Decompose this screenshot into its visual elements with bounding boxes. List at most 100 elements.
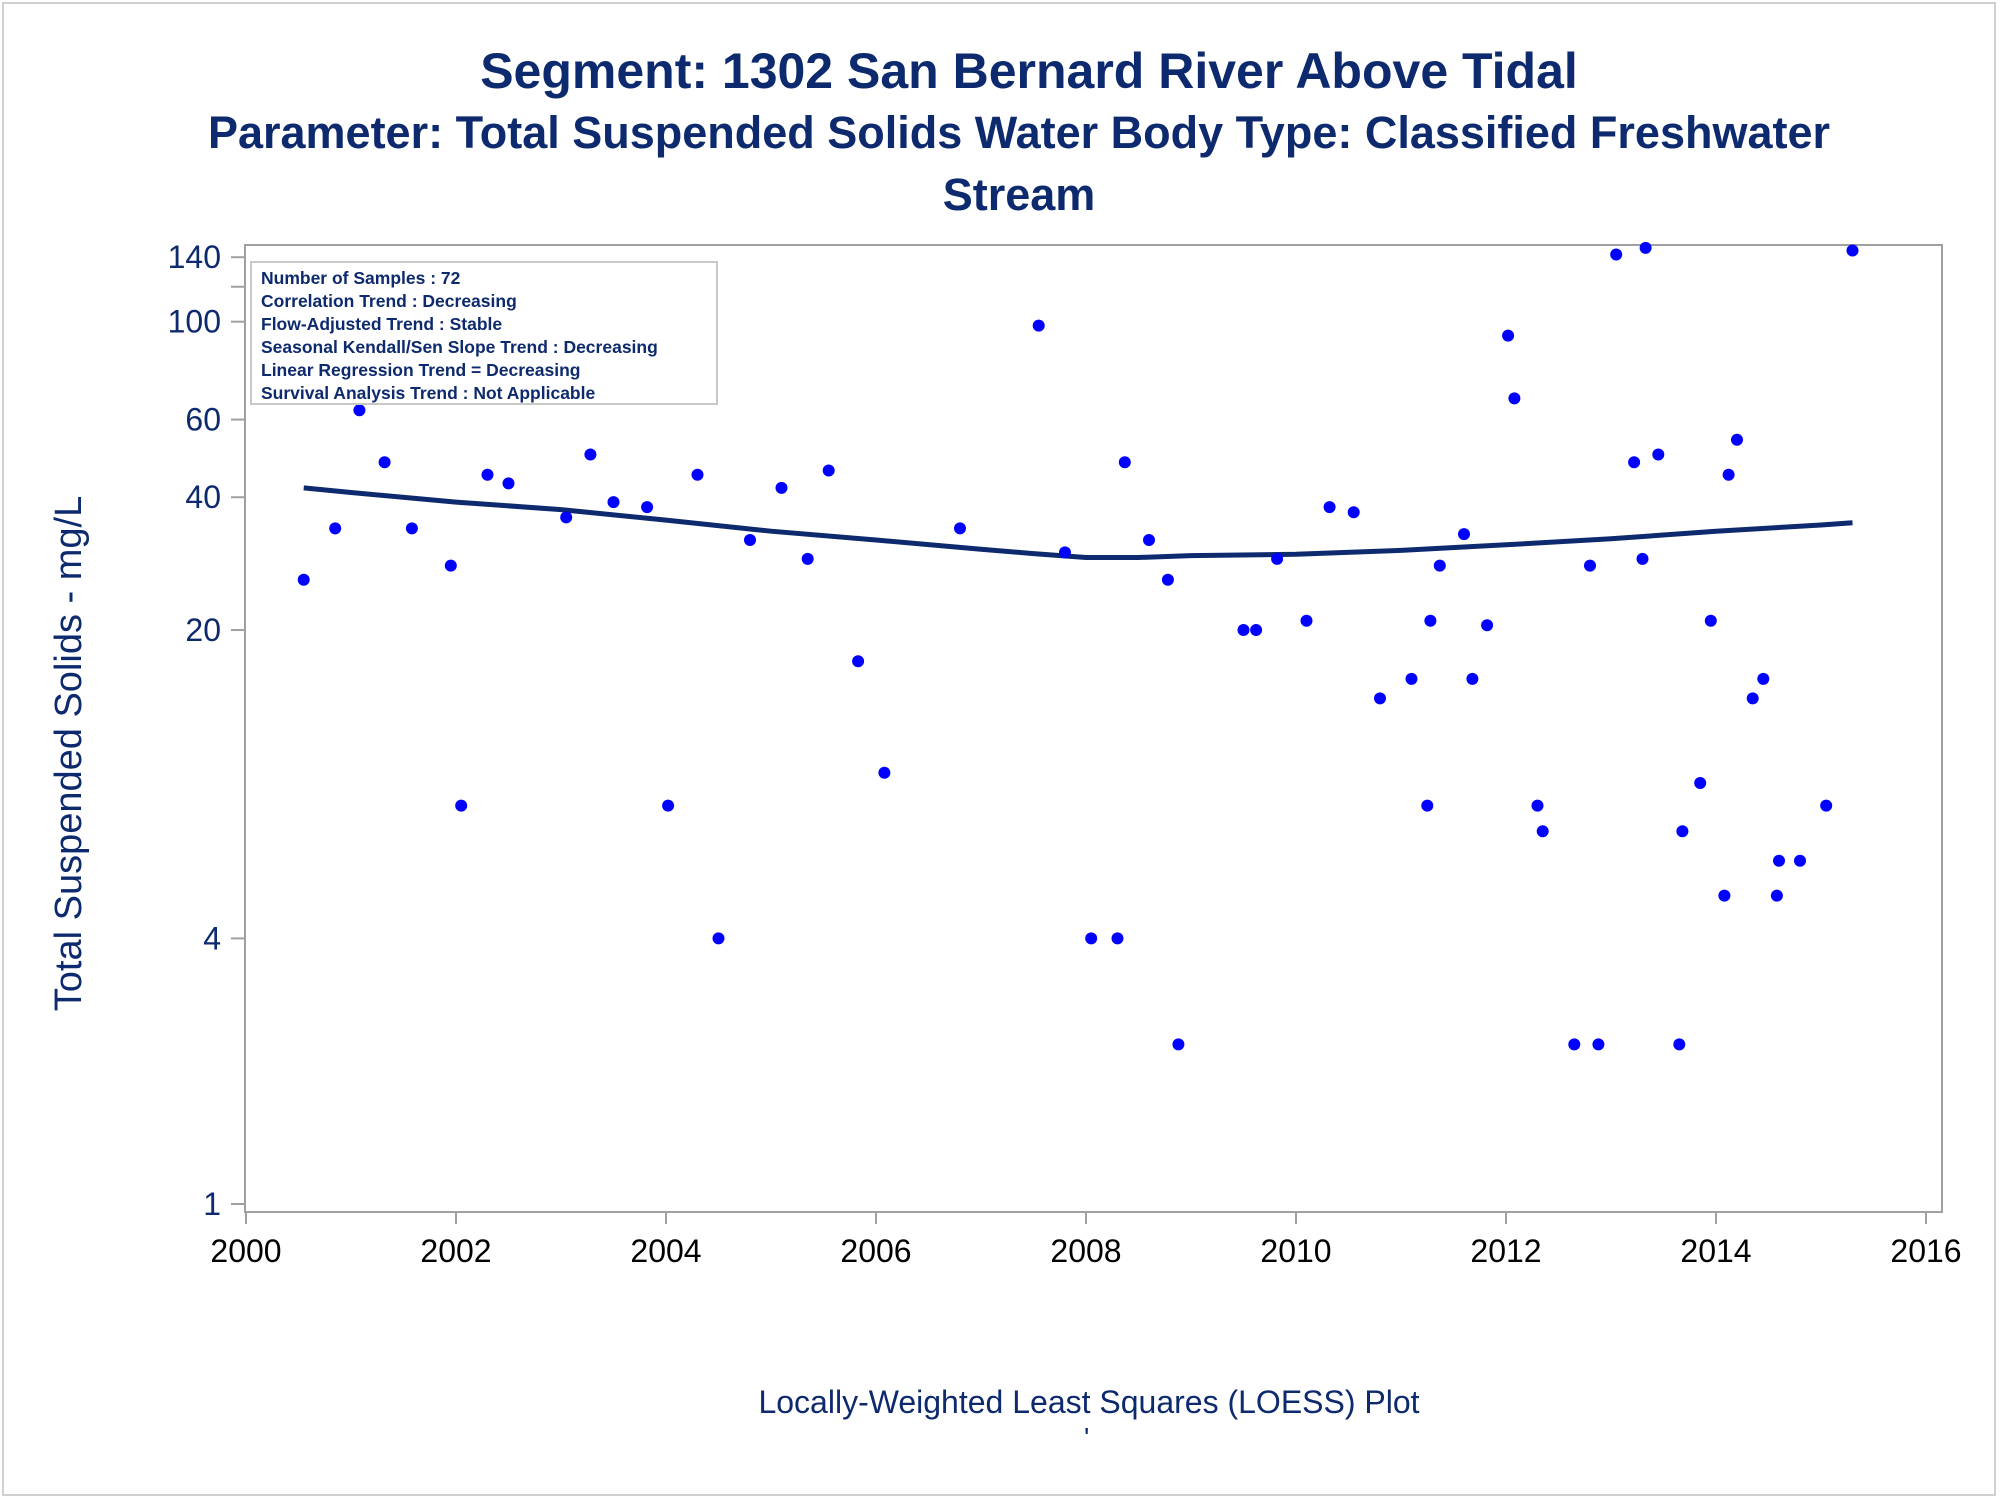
data-point: [1405, 672, 1418, 685]
data-point: [405, 522, 418, 535]
data-point: [1111, 932, 1124, 945]
data-point: [744, 534, 756, 546]
data-point: [1757, 672, 1770, 685]
stats-line: Survival Analysis Trend : Not Applicable: [261, 383, 595, 403]
data-point: [1466, 672, 1479, 685]
data-point: [1481, 619, 1494, 632]
data-point: [1636, 552, 1649, 565]
data-point: [584, 448, 597, 461]
data-point: [954, 522, 966, 535]
data-point: [1323, 501, 1336, 514]
data-point: [1085, 932, 1098, 945]
loess-line-layer: [303, 485, 1853, 560]
data-point: [560, 511, 573, 524]
data-point: [1673, 1038, 1686, 1051]
data-point: [1592, 1038, 1605, 1051]
x-tick-label: 2010: [1260, 1233, 1331, 1269]
axes: 2000 2002 2004 2006 2008 2010 2012 2014 2016 1 4 20…: [48, 239, 1962, 1269]
stats-line: Flow-Adjusted Trend : Stable: [261, 314, 502, 334]
stats-line: Linear Regression Trend = Decreasing: [261, 360, 581, 380]
data-point: [1770, 889, 1783, 902]
data-point: [1374, 692, 1386, 705]
data-point: [1118, 456, 1131, 469]
data-point: [1536, 825, 1549, 838]
data-point: [1347, 506, 1360, 519]
data-point: [1628, 456, 1641, 469]
data-point: [1846, 244, 1859, 257]
data-point: [878, 766, 891, 779]
data-point: [691, 468, 704, 481]
data-point: [1421, 799, 1434, 812]
y-tick-label: 100: [168, 304, 221, 340]
data-point: [662, 799, 675, 812]
data-point: [1424, 614, 1437, 627]
scatter-points-layer: [297, 241, 1859, 1051]
data-point: [1502, 329, 1515, 342]
x-tick-label: 2008: [1050, 1233, 1121, 1269]
data-point: [1704, 614, 1717, 627]
footnote-mark: ': [1084, 1422, 1090, 1453]
data-point: [641, 501, 654, 514]
data-point: [822, 464, 835, 477]
y-tick-label: 4: [203, 920, 221, 956]
stats-line: Number of Samples : 72: [261, 268, 461, 288]
data-point: [1433, 559, 1446, 572]
data-point: [353, 404, 366, 417]
data-point: [1059, 546, 1071, 559]
data-point: [1676, 825, 1689, 838]
data-point: [1161, 573, 1174, 586]
data-point: [1237, 624, 1250, 636]
data-point: [1694, 777, 1707, 789]
y-tick-label: 20: [185, 612, 221, 648]
x-tick-label: 2002: [420, 1233, 491, 1269]
data-point: [1794, 854, 1806, 867]
stats-line: Correlation Trend : Decreasing: [261, 291, 517, 311]
data-point: [297, 573, 310, 586]
data-point: [329, 522, 342, 535]
data-point: [1458, 528, 1470, 541]
data-point: [1300, 614, 1313, 627]
chart-subtitle: Parameter: Total Suspended Solids Water …: [207, 107, 1831, 158]
data-point: [1718, 889, 1731, 902]
data-point: [1568, 1038, 1581, 1051]
y-axis-title: Total Suspended Solids - mg/L: [48, 496, 90, 1011]
data-point: [1032, 319, 1045, 332]
stats-box: Number of Samples : 72 Correlation Trend …: [250, 261, 718, 405]
plot-frame: [244, 244, 1943, 1213]
data-point: [1610, 248, 1623, 261]
y-tick-label: 140: [168, 239, 221, 275]
x-tick-label: 2012: [1470, 1233, 1541, 1269]
data-point: [1508, 392, 1521, 405]
footnote: Locally-Weighted Least Squares (LOESS) P…: [758, 1384, 1420, 1420]
data-point: [1731, 433, 1743, 446]
data-point: [1746, 692, 1759, 705]
y-tick-label: 60: [185, 402, 221, 438]
data-point: [1271, 552, 1284, 565]
data-point: [378, 456, 391, 469]
data-point: [1773, 854, 1785, 867]
loess-line: [303, 485, 1853, 560]
data-point: [502, 477, 515, 490]
chart-subtitle-continued: Stream: [942, 169, 1096, 220]
data-point: [852, 655, 865, 668]
data-point: [481, 468, 494, 481]
data-point: [1639, 241, 1652, 254]
x-tick-label: 2014: [1680, 1233, 1751, 1269]
data-point: [1652, 448, 1665, 461]
data-point: [1250, 624, 1263, 636]
x-tick-label: 2004: [630, 1233, 701, 1269]
chart-title: Segment: 1302 San Bernard River Above Ti…: [480, 43, 1578, 99]
y-tick-label: 40: [185, 479, 221, 515]
data-point: [1584, 559, 1596, 572]
data-point: [444, 559, 457, 572]
stats-box-frame: [250, 261, 718, 405]
x-tick-label: 2006: [840, 1233, 911, 1269]
data-point: [1143, 534, 1155, 546]
data-point: [712, 932, 725, 945]
data-point: [1172, 1038, 1185, 1051]
data-point: [455, 799, 468, 812]
stats-line: Seasonal Kendall/Sen Slope Trend : Decre…: [261, 337, 658, 357]
x-tick-label: 2000: [210, 1233, 281, 1269]
chart-area: 2000 2002 2004 2006 2008 2010 2012 2014 2016 1 4 20…: [48, 239, 1962, 1269]
